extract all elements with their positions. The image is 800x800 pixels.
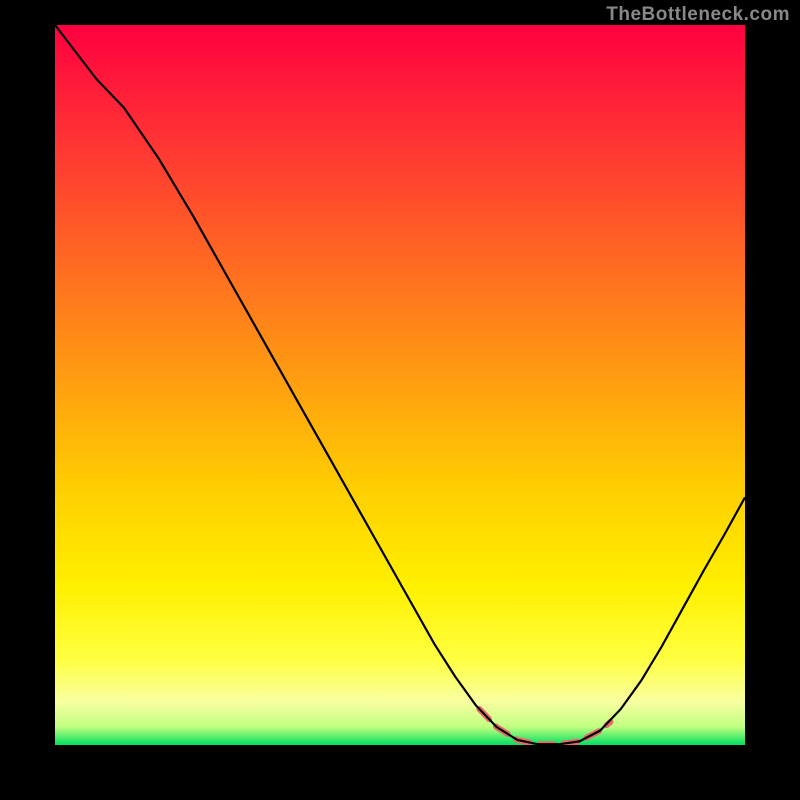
chart-svg: [55, 25, 745, 745]
gradient-background: [55, 25, 745, 745]
plot-area: [55, 25, 745, 745]
chart-container: TheBottleneck.com: [0, 0, 800, 800]
watermark-text: TheBottleneck.com: [606, 4, 790, 26]
